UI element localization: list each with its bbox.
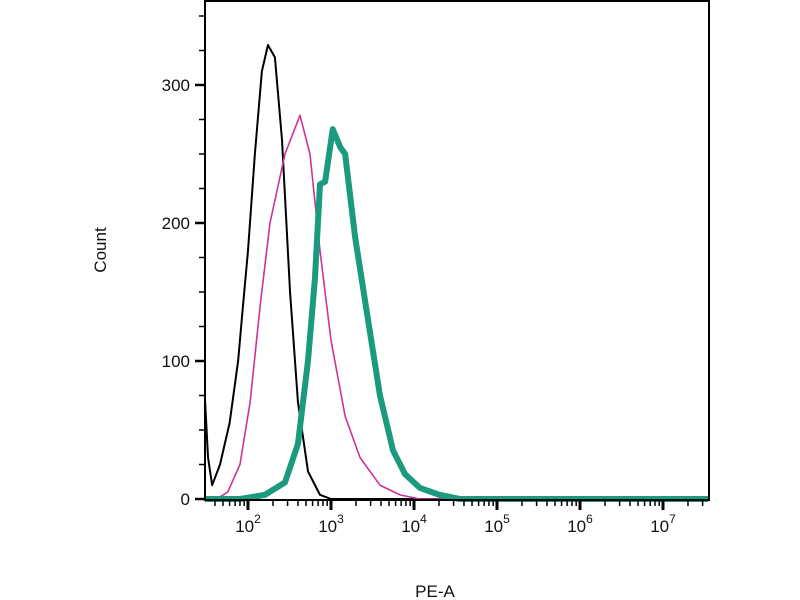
- x-tick-label: 105: [484, 512, 510, 536]
- plot-frame: [204, 0, 710, 501]
- y-tick-label: 0: [181, 490, 190, 509]
- y-tick-label: 200: [162, 214, 190, 233]
- series-line-1: [204, 43, 709, 500]
- y-tick-label: 300: [162, 76, 190, 95]
- y-tick-label: 100: [162, 352, 190, 371]
- x-axis-label: PE-A: [415, 582, 455, 600]
- x-tick-label: 102: [235, 512, 261, 536]
- y-axis-label: Count: [91, 227, 110, 273]
- y-axis: 0 100 200 300: [162, 15, 205, 509]
- x-tick-label: 106: [567, 512, 593, 536]
- x-tick-label: 107: [650, 512, 676, 536]
- x-tick-label: 103: [318, 512, 344, 536]
- series-line-3: [205, 126, 709, 502]
- series-layer: [204, 43, 709, 502]
- x-axis: 102 103 104 105 106 107: [214, 500, 704, 536]
- x-tick-label: 104: [401, 512, 427, 536]
- series-line-2: [205, 114, 709, 500]
